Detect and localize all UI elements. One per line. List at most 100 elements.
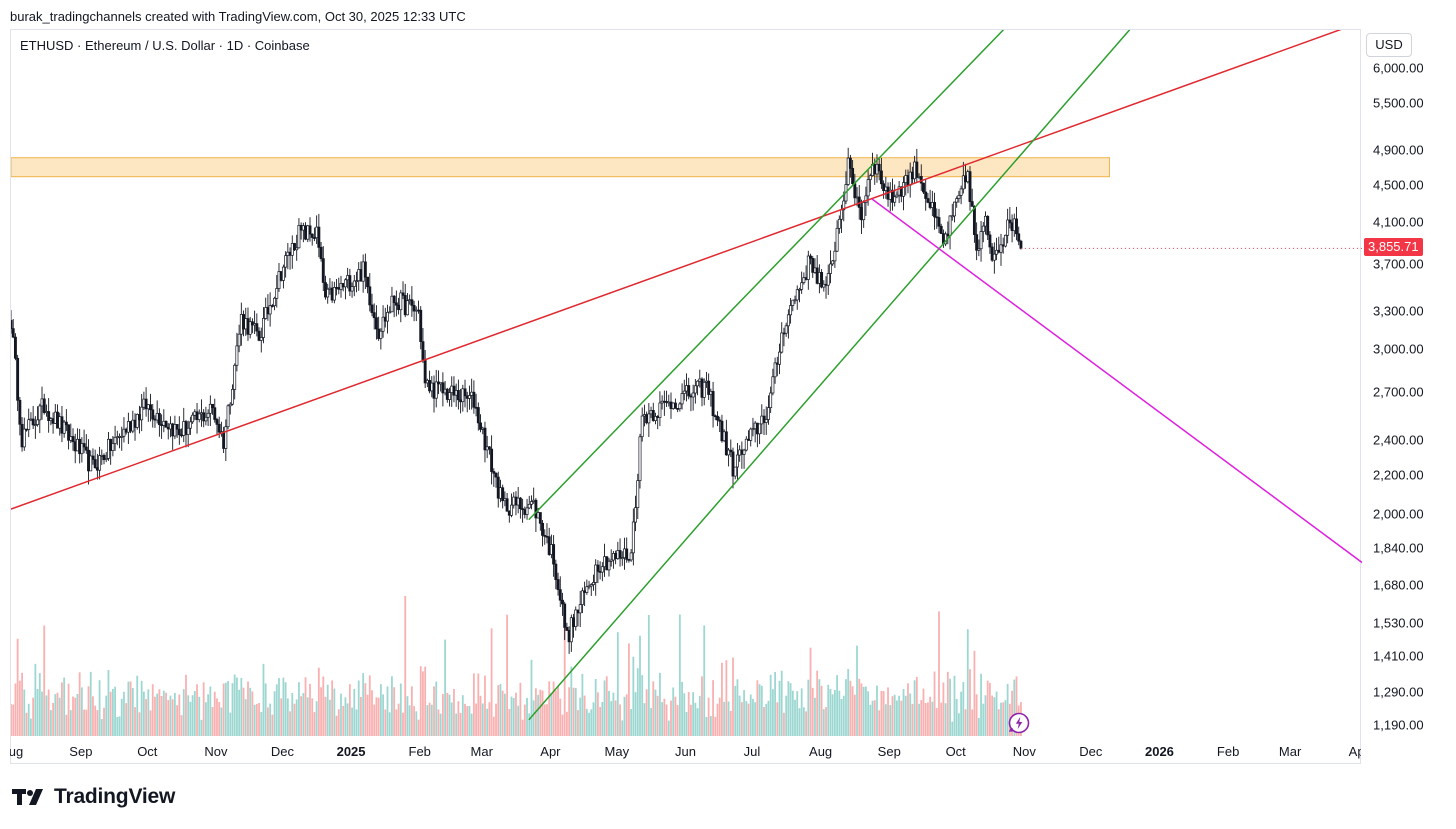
candle-body [829,263,832,274]
candle-body [541,522,544,536]
currency-button[interactable]: USD [1366,33,1412,57]
volume-bar [650,708,652,736]
candle-body [696,380,700,387]
volume-bar [351,707,353,736]
volume-bar [902,689,905,736]
volume-bar [721,662,723,736]
candle-body [120,435,124,438]
candle-body [343,279,347,288]
candle-body [877,163,881,172]
candle-body [213,407,217,420]
volume-bar [709,716,712,736]
volume-bar [876,685,878,736]
candle-body [948,215,952,237]
candle-body [1003,234,1007,247]
volume-bar [849,680,852,736]
volume-bar [111,688,114,736]
volume-bar [306,697,309,736]
candle-body [718,419,722,422]
candle-body [811,258,815,273]
volume-bar [404,595,407,736]
lightning-icon[interactable] [1008,712,1030,734]
candle-body [363,261,367,278]
candle-body [109,438,113,451]
volume-bar [537,694,540,736]
volume-bar [233,674,236,736]
candle-body [100,454,104,457]
volume-bar [725,660,728,736]
candle-body [231,389,234,405]
volume-bar [503,693,506,736]
volume-bar [187,695,190,736]
candle-body [317,226,321,248]
price-tick-label: 2,200.00 [1373,467,1424,483]
volume-bar [271,714,274,736]
volume-bar [924,703,927,736]
volume-bar [302,693,305,736]
candle-body [366,276,370,288]
volume-bar [45,695,48,736]
candle-body [175,424,179,430]
candle-body [191,414,195,423]
candle-body [374,317,378,330]
volume-bar [579,697,582,736]
volume-bar [740,702,743,736]
volume-bar [105,695,108,736]
volume-bar [647,615,650,736]
volume-bar [667,720,670,736]
candle-body [1006,219,1010,236]
volume-bar [991,695,994,736]
volume-bar [202,682,205,736]
volume-bar [619,704,621,736]
volume-bar [27,703,30,736]
candle-body [937,217,941,227]
volume-bar [355,709,358,736]
candle-body [368,286,372,306]
candle-body [924,191,928,199]
candle-body [104,458,108,460]
volume-bar [47,689,50,736]
volume-bar [814,697,816,736]
candle-body [640,415,644,438]
volume-bar [942,682,945,736]
volume-bar [222,683,225,736]
candle-body [42,398,46,413]
volume-bar [585,708,588,736]
candle-body [972,206,976,235]
volume-bar [428,702,431,736]
volume-bar [211,707,214,736]
volume-bar [568,687,571,736]
volume-bar [484,675,486,736]
volume-bar [539,689,542,736]
price-chart[interactable] [11,30,1362,740]
chart-frame[interactable] [10,29,1362,764]
price-axis[interactable]: 6,000.00 5,500.00 4,900.00 4,500.00 4,100.00… [1361,29,1456,764]
volume-bar [58,697,61,736]
volume-bar [402,712,404,736]
volume-bar [776,702,779,736]
volume-bar [236,677,238,736]
volume-bar [896,700,898,736]
candle-body [789,305,793,316]
volume-bar [1015,676,1018,736]
candle-body [893,196,897,203]
candle-body [443,388,447,394]
volume-bar [940,702,943,736]
time-axis[interactable]: ug Sep Oct Nov Dec 2025 Feb Mar Apr May Jun Jul Aug S… [10,739,1361,764]
volume-bar [581,673,584,736]
candle-body [84,446,88,451]
volume-bar [805,711,807,736]
candle-body [31,418,35,426]
volume-bar [275,684,278,736]
candle-body [558,589,562,601]
candle-body [13,336,17,359]
candle-body [182,421,186,436]
volume-bar [377,697,380,736]
volume-bar [723,701,726,736]
candle-body [98,455,102,471]
volume-bar [61,682,63,736]
candle-body [616,550,620,559]
volume-bar [577,710,579,736]
candle-body [868,175,872,180]
volume-bar [34,663,37,736]
